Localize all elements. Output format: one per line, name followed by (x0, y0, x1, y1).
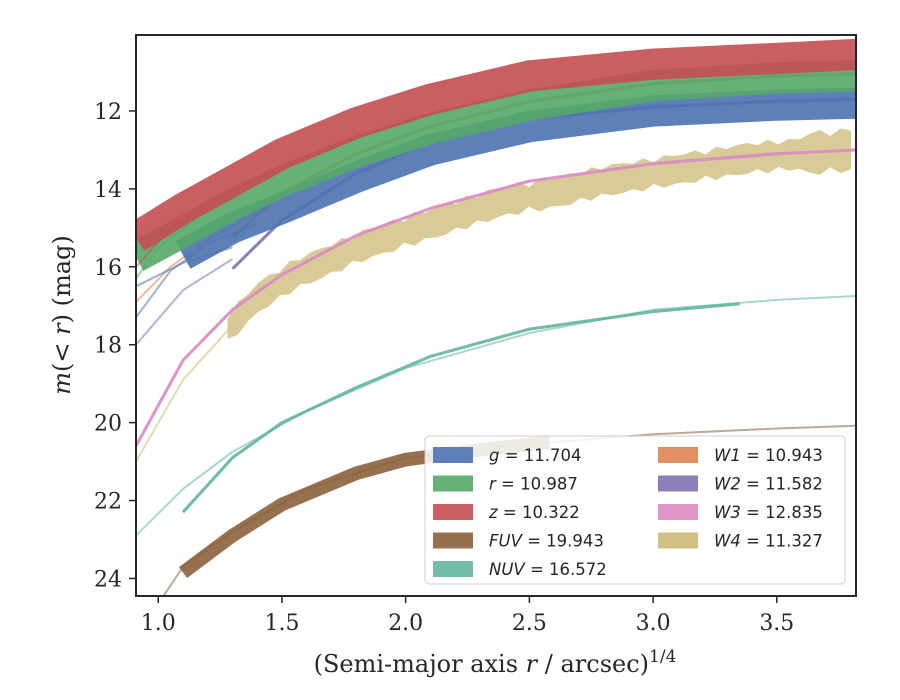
legend-swatch (433, 475, 473, 492)
legend-swatch (433, 561, 473, 577)
legend-swatch (658, 504, 698, 520)
legend-item-w4: W4 = 11.327 (658, 532, 823, 551)
series-w4-faint-line-1 (136, 324, 234, 463)
series-w4 (136, 128, 852, 463)
legend-item-w2: W2 = 11.582 (658, 475, 823, 494)
series-z (136, 38, 856, 268)
series-w3 (136, 148, 856, 447)
series-r-band (136, 60, 856, 271)
y-tick-label: 20 (94, 412, 122, 437)
series-w2-faint-line-1 (136, 258, 234, 346)
legend-box (424, 435, 846, 585)
legend-item-g: g = 11.704 (433, 446, 582, 465)
legend-swatch (658, 447, 698, 463)
series-z-band (136, 38, 856, 251)
x-tick-label: 1.5 (264, 611, 299, 636)
legend-label: g = 11.704 (489, 446, 582, 465)
y-tick-label: 12 (94, 100, 122, 125)
x-axis-title: (Semi-major axis r / arcsec)1/4 (314, 647, 677, 678)
y-tick-label: 18 (94, 334, 122, 359)
legend-swatch (433, 504, 473, 520)
series-nuv-band (181, 302, 740, 514)
series-w4-band (227, 128, 852, 339)
x-tick-label: 3.0 (636, 611, 671, 636)
legend-item-w1: W1 = 10.943 (658, 446, 823, 465)
x-tick-label: 2.0 (388, 611, 423, 636)
series-g (136, 87, 856, 318)
legend-item-w3: W3 = 12.835 (658, 503, 823, 522)
legend-swatch (433, 447, 473, 463)
legend-swatch (433, 532, 473, 549)
plot-frame (135, 34, 857, 597)
x-tick-label: 3.5 (759, 611, 794, 636)
legend-label: FUV = 19.943 (489, 532, 604, 551)
legend-label: W2 = 11.582 (714, 475, 823, 494)
series-r (136, 60, 856, 280)
legend-label: NUV = 16.572 (489, 560, 607, 579)
x-tick-label: 2.5 (512, 611, 547, 636)
legend-item-fuv: FUV = 19.943 (433, 532, 604, 551)
legend-item-r: r = 10.987 (433, 475, 578, 494)
y-tick-label: 16 (94, 256, 122, 281)
legend-swatch (658, 532, 698, 549)
legend-item-nuv: NUV = 16.572 (433, 560, 607, 579)
legend-item-z: z = 10.322 (433, 503, 580, 522)
y-axis-title: m(< r) (mag) (48, 235, 76, 395)
legend-label: z = 10.322 (488, 503, 580, 522)
series-w3-band (136, 148, 856, 447)
y-tick-label: 14 (94, 178, 122, 203)
axis-ticks: 1.0 1.5 2.0 2.5 3.0 3.5 12 14 16 18 20 22 24 (94, 100, 794, 636)
legend-swatch (658, 475, 698, 492)
x-tick-label: 1.0 (141, 611, 176, 636)
series-nuv (136, 295, 856, 537)
series-g-band (175, 87, 856, 269)
legend: g = 11.704 r = 10.987 z = 10.322 FUV = 19.9… (424, 435, 846, 585)
y-tick-label: 24 (94, 567, 122, 592)
legend-label: W3 = 12.835 (714, 503, 823, 522)
legend-label: r = 10.987 (489, 475, 578, 494)
legend-label: W1 = 10.943 (714, 446, 823, 465)
legend-label: W4 = 11.327 (714, 532, 823, 551)
y-tick-label: 22 (94, 490, 122, 515)
